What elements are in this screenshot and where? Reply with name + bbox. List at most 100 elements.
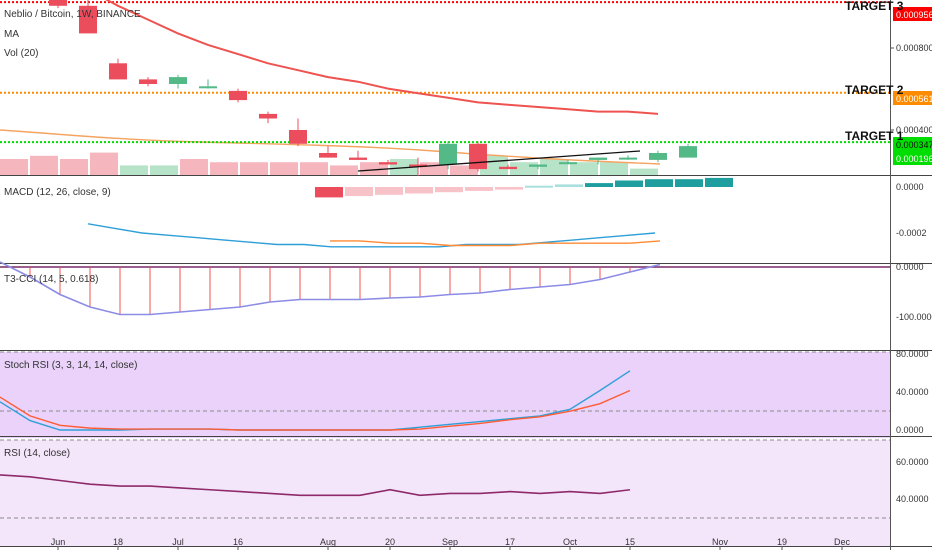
time-axis[interactable]: Jun 18 Jul 16 Aug 20 Sep 17 Oct 15 Nov 19 Dec [51,537,851,550]
volume-bar [180,159,208,175]
time-tick-label: 16 [233,537,243,547]
candle-body [589,157,607,160]
time-tick-label: Jul [172,537,184,547]
stoch-rsi-pane[interactable]: Stoch RSI (3, 3, 14, 14, close) [0,351,890,431]
volume-legend: Vol (20) [4,48,38,59]
stoch-axis-1: 40.0000 [896,387,929,397]
macd-histogram [315,177,733,198]
candle-body [259,113,277,119]
candle-body [79,5,97,34]
rsi-pane[interactable]: RSI (14, close) [0,439,890,519]
candle-body [169,77,187,84]
volume-bar [450,165,478,175]
volume-bar [210,162,238,175]
price-legend: Neblio / Bitcoin, 1W, BINANCE MA Vol (20… [4,9,141,59]
price-pane[interactable]: Neblio / Bitcoin, 1W, BINANCE MA Vol (20… [0,0,890,176]
target-lines [0,1,890,144]
t3-cci-stems [29,267,631,315]
candle-body [199,86,217,89]
candle-body [559,162,577,165]
candle-body [139,79,157,84]
volume-bar [300,162,328,175]
macd-hist-bar [615,180,643,187]
t3-cci-line [0,261,661,316]
stoch-axis-0: 80.0000 [896,349,929,359]
stoch-axis-2: 0.0000 [896,425,924,435]
candle-body [499,166,517,170]
rsi-legend: RSI (14, close) [4,448,70,459]
target3-price-tag: 0.0009561 [896,10,932,20]
volume-bar [90,152,118,175]
candle-body [619,157,637,160]
t3-cci-legend: T3-CCI (14, 5, 0.618) [4,274,98,285]
ma-legend: MA [4,29,19,40]
stoch-rsi-legend: Stoch RSI (3, 3, 14, 14, close) [4,360,137,371]
macd-hist-bar [315,187,343,198]
candle-body [379,162,397,165]
macd-hist-bar [645,179,673,187]
candles [49,0,697,176]
volume-bar [630,168,658,175]
time-tick-label: Nov [712,537,729,547]
time-tick-label: 20 [385,537,395,547]
volume-bar [270,162,298,175]
volume-bar [600,162,628,175]
volume-bar [30,155,58,175]
macd-hist-bar [585,183,613,187]
stoch-rsi-band-fill [0,352,890,438]
candle-body [289,130,307,144]
volume-bar [0,159,28,175]
candle-body [109,63,127,80]
volume-bar [240,162,268,175]
symbol-title: Neblio / Bitcoin, 1W, BINANCE [4,9,141,20]
macd-hist-bar [375,187,403,195]
candle-body [319,153,337,158]
target-labels: TARGET 3 TARGET 2 TARGET 1 [845,0,904,143]
stoch-d-line [0,389,631,431]
time-tick-label: Aug [320,537,336,547]
time-tick-label: Jun [51,537,66,547]
target1-label: TARGET 1 [845,129,904,143]
rsi-axis-0: 60.0000 [896,457,929,467]
t3-axis-0: 0.0000 [896,262,924,272]
rsi-line [0,474,631,497]
macd-hist-bar [495,187,523,190]
macd-line [87,223,656,248]
macd-hist-bar [555,184,583,187]
t3-cci-pane[interactable]: T3-CCI (14, 5, 0.618) [0,261,890,316]
trend-line[interactable] [357,150,641,172]
macd-hist-bar [435,187,463,193]
volume-bar [60,159,88,175]
candle-body [409,164,427,167]
macd-hist-bar [525,185,553,188]
candle-body [229,90,247,101]
volume-bar [150,165,178,175]
t3-axis-1: -100.0000 [896,312,932,322]
time-tick-label: Oct [563,537,578,547]
candle-body [529,164,547,167]
target2-label: TARGET 2 [845,83,904,97]
volume-bar [570,162,598,175]
time-tick-label: 18 [113,537,123,547]
ma-line [105,0,659,115]
rsi-axis-1: 40.0000 [896,494,929,504]
time-tick-label: 17 [505,537,515,547]
volume-bar [540,159,568,175]
macd-hist-bar [675,179,703,187]
signal-line [330,240,661,247]
macd-pane[interactable]: MACD (12, 26, close, 9) [4,177,733,248]
candle-body [349,157,367,160]
candle-body [649,153,667,160]
target2-price-tag: 0.0005618 [896,94,932,104]
macd-hist-bar [465,187,493,191]
time-tick-label: Dec [834,537,851,547]
time-tick-label: 15 [625,537,635,547]
time-tick-label: 19 [777,537,787,547]
target1-price-tag: 0.0003471 [896,140,932,150]
macd-axis-1: -0.0002 [896,228,927,238]
candle-body [469,143,487,170]
